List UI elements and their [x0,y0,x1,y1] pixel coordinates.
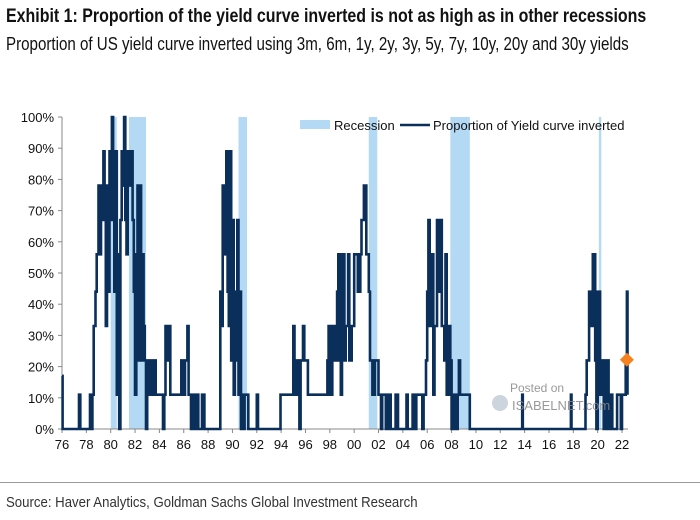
x-tick-label: 22 [615,437,629,452]
x-tick-label: 86 [177,437,191,452]
x-tick-label: 18 [566,437,580,452]
watermark-line2: ISABELNET.com [512,398,610,413]
legend-recession-swatch [300,120,330,129]
y-tick-label: 70% [28,204,54,219]
footer-divider [0,482,700,483]
x-tick-label: 08 [444,437,458,452]
y-tick-label: 20% [28,360,54,375]
x-tick-label: 94 [274,437,288,452]
watermark: Posted on ISABELNET.com [492,381,610,413]
y-tick-label: 60% [28,235,54,250]
legend: Recession Proportion of Yield curve inve… [300,118,625,133]
x-tick-label: 90 [225,437,239,452]
y-tick-label: 10% [28,391,54,406]
chart-title: Exhibit 1: Proportion of the yield curve… [6,6,647,27]
y-tick-label: 90% [28,141,54,156]
x-tick-label: 02 [371,437,385,452]
y-axis: 0% 10% 20% 30% 40% 50% 60% 70% 80% 90% 100% [21,110,62,437]
y-tick-label: 0% [35,422,54,437]
x-tick-label: 88 [201,437,215,452]
watermark-globe-icon [492,395,508,411]
x-tick-label: 82 [128,437,142,452]
x-tick-label: 96 [298,437,312,452]
x-tick-label: 10 [469,437,483,452]
legend-line-label: Proportion of Yield curve inverted [433,118,625,133]
latest-value-marker [619,352,634,367]
x-tick-label: 06 [420,437,434,452]
recession-band [368,117,378,429]
chart: 0% 10% 20% 30% 40% 50% 60% 70% 80% 90% 100% 76 78 80… [21,110,634,452]
y-tick-label: 100% [21,110,55,125]
recession-band [238,117,248,429]
x-tick-label: 84 [152,437,166,452]
chart-subtitle: Proportion of US yield curve inverted us… [6,34,629,54]
x-tick-label: 16 [542,437,556,452]
x-tick-label: 80 [103,437,117,452]
recession-band [450,117,470,429]
legend-recession-label: Recession [334,118,395,133]
watermark-line1: Posted on [510,381,564,395]
x-axis: 76 78 80 82 84 86 88 90 92 94 96 98 00 02 04 06 08 10 12 14… [55,429,629,452]
x-tick-label: 12 [493,437,507,452]
x-tick-label: 78 [79,437,93,452]
x-tick-label: 98 [323,437,337,452]
series-line-yield-curve-inverted [61,115,629,431]
recession-band [598,117,602,429]
x-tick-label: 92 [250,437,264,452]
y-tick-label: 40% [28,297,54,312]
source-note: Source: Haver Analytics, Goldman Sachs G… [6,494,418,511]
x-tick-label: 76 [55,437,69,452]
x-tick-label: 00 [347,437,361,452]
x-tick-label: 20 [590,437,604,452]
y-tick-label: 50% [28,266,54,281]
y-tick-label: 80% [28,172,54,187]
x-tick-label: 14 [517,437,531,452]
y-tick-label: 30% [28,328,54,343]
x-tick-label: 04 [396,437,410,452]
